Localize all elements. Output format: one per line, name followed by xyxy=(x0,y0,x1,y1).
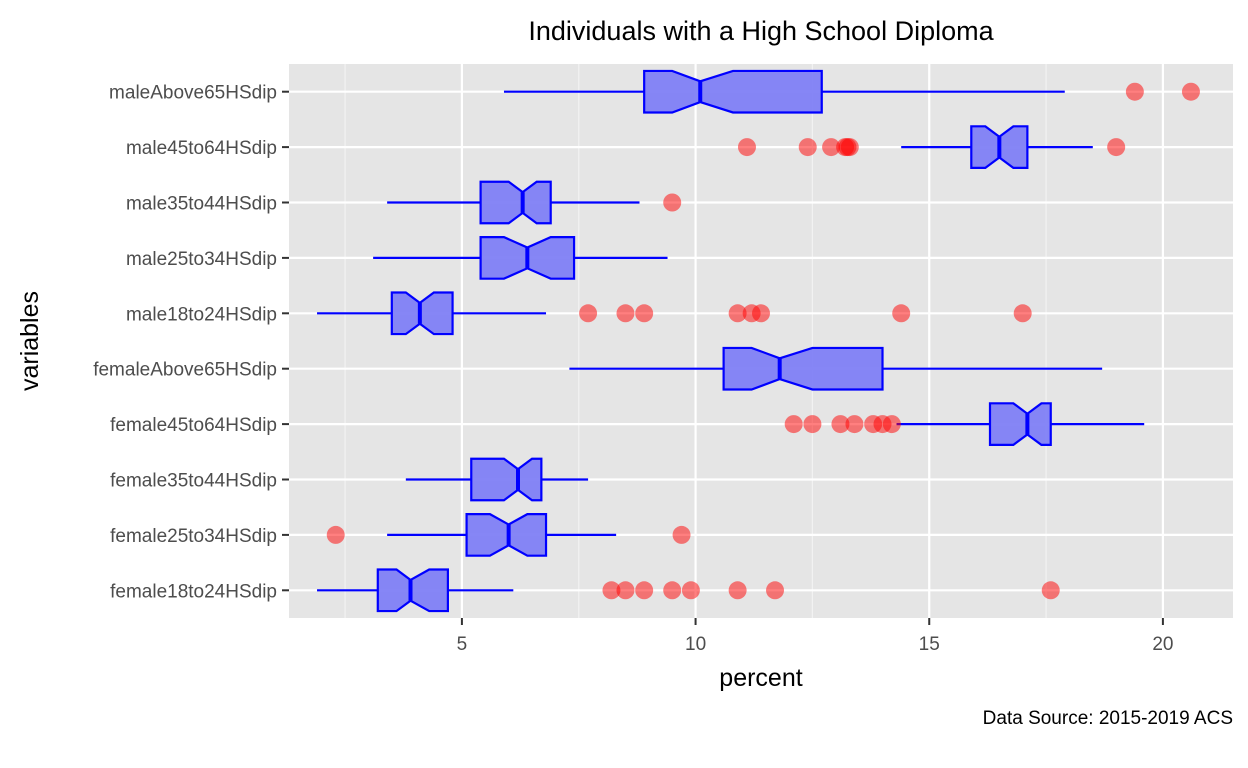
boxplot-female35to44HSdip xyxy=(405,457,589,502)
outlier-point xyxy=(1107,138,1126,157)
outlier-point xyxy=(822,138,841,157)
box xyxy=(479,180,552,225)
box xyxy=(988,402,1052,446)
y-tick-label: maleAbove65HSdip xyxy=(109,83,277,104)
grid-minor xyxy=(344,64,1047,618)
chart-title: Individuals with a High School Diploma xyxy=(528,16,994,46)
axis-ticks: 5 10 15 20 maleAbove65HSdip male45to64HSdip ma… xyxy=(93,83,1173,655)
outlier-point xyxy=(728,304,747,323)
outlier-point xyxy=(840,138,859,157)
boxplot-male25to34HSdip xyxy=(373,236,668,280)
outlier-point xyxy=(752,304,770,323)
caption: Data Source: 2015-2019 ACS xyxy=(983,708,1233,729)
y-axis-title: variables xyxy=(16,291,44,391)
box xyxy=(470,457,543,502)
boxplot-female45to64HSdip xyxy=(784,402,1145,446)
outlier-point xyxy=(803,415,822,434)
box xyxy=(643,69,823,114)
y-tick-label: female25to34HSdip xyxy=(110,526,277,547)
y-tick-label: female18to24HSdip xyxy=(110,581,277,602)
outlier-point xyxy=(579,304,598,323)
plot-panel xyxy=(289,64,1233,618)
y-tick-label: male25to34HSdip xyxy=(126,249,277,270)
outlier-point xyxy=(737,138,756,157)
x-tick-label: 5 xyxy=(457,634,468,655)
outlier-point xyxy=(882,415,901,434)
y-tick-label: femaleAbove65HSdip xyxy=(93,360,277,381)
outlier-point xyxy=(1181,82,1200,101)
outlier-point xyxy=(635,304,654,323)
x-axis-title: percent xyxy=(719,664,802,692)
outlier-point xyxy=(728,581,747,600)
x-tick-label: 15 xyxy=(919,634,940,655)
outlier-point xyxy=(616,581,635,600)
outlier-point xyxy=(798,138,817,157)
y-tick-label: male18to24HSdip xyxy=(126,304,277,325)
boxplot-male45to64HSdip xyxy=(737,125,1126,169)
outlier-point xyxy=(635,581,654,600)
x-tick-label: 20 xyxy=(1152,634,1173,655)
outlier-point xyxy=(663,581,682,600)
y-tick-label: female45to64HSdip xyxy=(110,415,277,436)
outlier-point xyxy=(1013,304,1032,323)
boxplots xyxy=(317,69,1200,613)
x-tick-label: 10 xyxy=(685,634,706,655)
boxplot-female18to24HSdip xyxy=(317,568,1060,613)
y-tick-label: female35to44HSdip xyxy=(110,471,277,492)
outlier-point xyxy=(602,581,621,600)
y-tick-label: male35to44HSdip xyxy=(126,194,277,215)
outlier-point xyxy=(766,581,785,600)
outlier-point xyxy=(831,415,850,434)
outlier-point xyxy=(616,304,635,323)
outlier-point xyxy=(681,581,700,600)
box xyxy=(465,513,548,557)
outlier-point xyxy=(1041,581,1060,600)
outlier-point xyxy=(663,193,682,212)
boxplot-female25to34HSdip xyxy=(326,513,691,557)
boxplot-maleAbove65HSdip xyxy=(503,69,1200,114)
outlier-point xyxy=(672,525,691,544)
outlier-point xyxy=(784,415,803,434)
boxplot-femaleAbove65HSdip xyxy=(569,346,1103,391)
outlier-point xyxy=(845,415,864,434)
boxplot-male18to24HSdip xyxy=(317,291,1032,336)
outlier-point xyxy=(892,304,911,323)
box xyxy=(390,291,454,336)
box xyxy=(376,568,449,613)
boxplot-male35to44HSdip xyxy=(387,180,682,225)
outlier-point xyxy=(326,525,345,544)
box xyxy=(722,346,884,391)
y-tick-label: male45to64HSdip xyxy=(126,138,277,159)
outlier-point xyxy=(1125,82,1144,101)
